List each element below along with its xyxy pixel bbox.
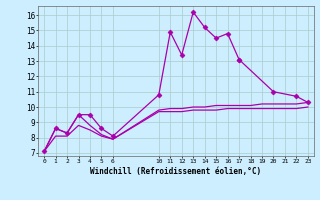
X-axis label: Windchill (Refroidissement éolien,°C): Windchill (Refroidissement éolien,°C) [91,167,261,176]
